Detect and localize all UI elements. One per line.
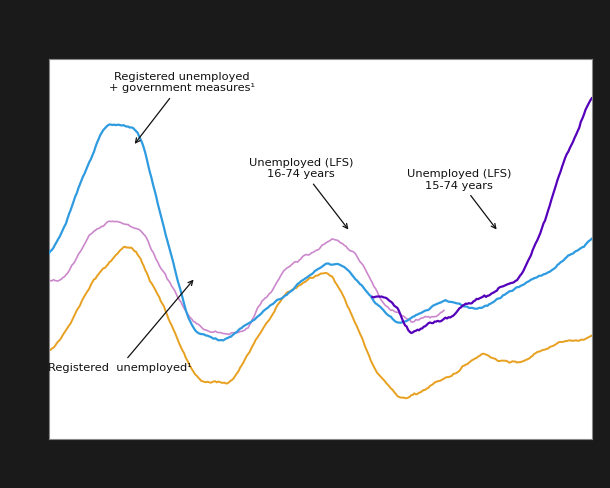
- Text: Registered  unemployed¹: Registered unemployed¹: [48, 281, 193, 373]
- Text: Unemployed (LFS)
15-74 years: Unemployed (LFS) 15-74 years: [406, 169, 511, 228]
- Text: Registered unemployed
+ government measures¹: Registered unemployed + government measu…: [109, 72, 255, 143]
- Text: Unemployed (LFS)
16-74 years: Unemployed (LFS) 16-74 years: [249, 158, 353, 228]
